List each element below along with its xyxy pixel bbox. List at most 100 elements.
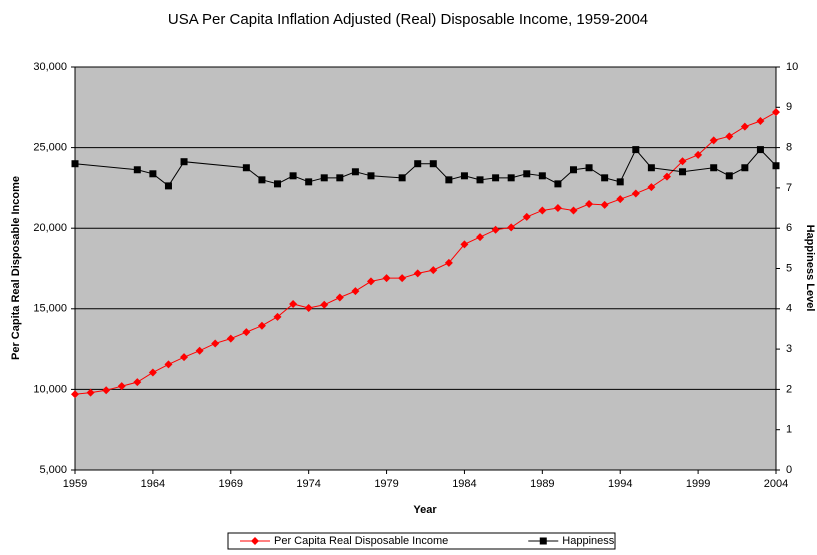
data-point <box>476 176 484 184</box>
data-point <box>772 108 780 117</box>
data-point <box>491 225 500 234</box>
data-point <box>257 321 266 330</box>
data-point <box>585 200 594 209</box>
data-point <box>429 266 438 275</box>
data-point <box>679 168 687 176</box>
data-point <box>553 204 562 213</box>
y2-tick-label: 6 <box>786 222 792 234</box>
data-point <box>289 172 297 180</box>
data-point <box>740 122 749 131</box>
y2-tick-label: 4 <box>786 303 792 315</box>
y-tick-label: 10,000 <box>33 383 67 395</box>
data-point <box>274 180 282 188</box>
data-point <box>694 150 703 159</box>
x-tick-label: 1999 <box>686 478 710 490</box>
data-point <box>304 303 313 312</box>
data-point <box>741 164 749 172</box>
y2-tick-label: 10 <box>786 61 798 73</box>
data-point <box>631 189 640 198</box>
data-point <box>725 132 734 141</box>
y2-axis-label: Happiness Level <box>804 225 816 312</box>
x-tick-label: 1959 <box>63 478 87 490</box>
data-point <box>725 172 733 180</box>
x-axis-label: Year <box>413 504 437 516</box>
y-tick-label: 5,000 <box>39 464 67 476</box>
data-point <box>476 233 485 242</box>
data-point <box>149 170 157 178</box>
data-point <box>336 174 344 182</box>
y-tick-label: 20,000 <box>33 222 67 234</box>
data-point <box>523 170 531 178</box>
data-point <box>460 240 469 249</box>
data-point <box>398 174 406 182</box>
legend-swatch <box>251 537 259 545</box>
data-point <box>507 223 516 232</box>
data-point <box>600 200 609 209</box>
data-point <box>71 390 79 399</box>
series-line <box>74 111 777 395</box>
data-point <box>616 178 624 186</box>
data-point <box>195 346 204 355</box>
x-tick-label: 1994 <box>608 478 632 490</box>
data-point <box>413 269 422 278</box>
data-point <box>709 136 718 145</box>
x-tick-label: 2004 <box>764 478 788 490</box>
x-tick-label: 1964 <box>141 478 165 490</box>
y2-tick-label: 3 <box>786 343 792 355</box>
data-point <box>445 176 453 184</box>
legend-label: Happiness <box>562 535 614 547</box>
data-point <box>398 274 407 283</box>
data-point <box>180 353 189 362</box>
data-point <box>351 287 360 296</box>
data-point <box>366 277 375 286</box>
data-point <box>616 195 625 204</box>
data-point <box>647 164 655 172</box>
data-point <box>226 334 235 343</box>
data-point <box>351 168 359 176</box>
data-point <box>258 176 266 184</box>
y-tick-label: 25,000 <box>33 142 67 154</box>
data-point <box>538 172 546 180</box>
data-point <box>367 172 375 180</box>
data-point <box>148 368 157 377</box>
data-point <box>414 160 422 168</box>
y-tick-label: 30,000 <box>33 61 67 73</box>
y-axis-label: Per Capita Real Disposable Income <box>10 176 22 360</box>
legend-box <box>227 532 616 550</box>
data-point <box>242 164 250 172</box>
x-tick-label: 1969 <box>219 478 243 490</box>
x-tick-label: 1974 <box>296 478 320 490</box>
data-point <box>772 162 780 170</box>
y2-tick-label: 5 <box>786 262 792 274</box>
data-point <box>522 212 531 221</box>
data-point <box>678 157 687 166</box>
data-point <box>242 328 251 337</box>
data-point <box>86 388 95 397</box>
data-point <box>507 174 515 182</box>
data-point <box>756 146 764 154</box>
data-point <box>569 206 578 215</box>
data-point <box>492 174 500 182</box>
x-tick-label: 1979 <box>374 478 398 490</box>
data-point <box>632 146 640 154</box>
data-point <box>710 164 718 172</box>
data-point <box>382 274 391 283</box>
data-point <box>117 382 126 391</box>
data-point <box>211 339 220 348</box>
data-point <box>133 378 142 387</box>
data-point <box>273 312 282 321</box>
legend-swatch <box>539 537 547 545</box>
data-point <box>305 178 313 186</box>
data-point <box>554 180 562 188</box>
data-point <box>133 166 141 174</box>
y-tick-label: 15,000 <box>33 303 67 315</box>
data-point <box>164 360 173 369</box>
x-tick-label: 1984 <box>452 478 476 490</box>
plot-area <box>74 66 777 471</box>
legend-label: Per Capita Real Disposable Income <box>274 535 448 547</box>
data-point <box>335 293 344 302</box>
data-point <box>320 300 329 309</box>
y2-tick-label: 2 <box>786 383 792 395</box>
y2-tick-label: 7 <box>786 182 792 194</box>
